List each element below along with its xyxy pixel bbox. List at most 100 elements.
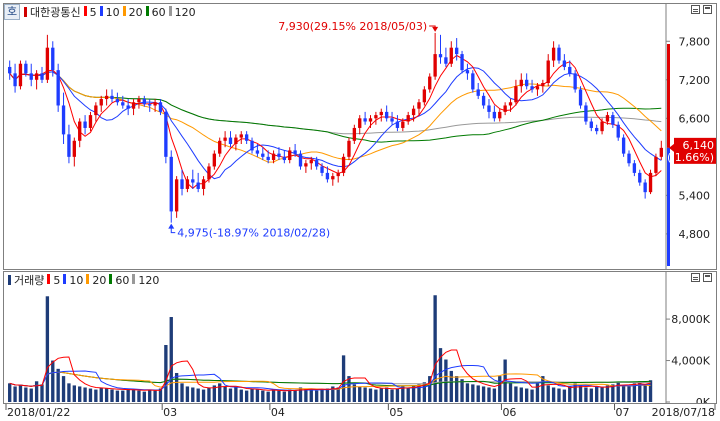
volume-bar (8, 383, 12, 402)
candle-body (83, 121, 87, 128)
volume-bar (196, 388, 200, 402)
volume-bar (121, 390, 125, 402)
volume-bar (444, 359, 448, 402)
volume-bar (320, 389, 324, 402)
pane-menu-icon[interactable] (691, 5, 700, 14)
volume-bar (352, 384, 357, 402)
volume-chart-svg[interactable]: 8,000K 4,000K 0K (4, 272, 716, 403)
price-chart-pane[interactable]: 호 대한광통신 5 10 20 60 120 7,800 7,200 6,600 5,400 4… (3, 3, 717, 270)
volume-bar (498, 376, 502, 402)
candle-body (643, 182, 647, 193)
volume-bar (347, 376, 351, 402)
volume-ma-label[interactable]: 60 (115, 273, 130, 287)
volume-bar (578, 385, 583, 402)
volume-bar (169, 317, 173, 402)
candle-body (336, 172, 340, 177)
candle-body (131, 102, 136, 109)
price-ma-label[interactable]: 5 (89, 5, 97, 19)
candle-body (422, 89, 427, 103)
volume-bar (239, 389, 243, 402)
candle-body (605, 115, 610, 122)
candle-body (508, 102, 513, 106)
volume-bar (67, 383, 71, 402)
volume-tick-label: 0K (696, 396, 711, 403)
candle-body (648, 172, 653, 193)
candle-body (363, 118, 367, 122)
volume-bar (638, 381, 642, 402)
maximize-icon[interactable] (703, 5, 712, 14)
price-ma-swatch (122, 5, 126, 16)
volume-bar (148, 389, 152, 402)
candle-body (67, 134, 71, 157)
candle-body (616, 124, 620, 138)
candle-body (492, 111, 497, 119)
volume-bar (411, 385, 416, 402)
volume-chart-pane[interactable]: 거래량 5 10 20 60 120 8,000K 4,000K 0K (3, 271, 717, 404)
candle-body (88, 115, 93, 128)
candle-body (158, 102, 163, 112)
volume-bar (530, 389, 534, 402)
candle-body (304, 163, 308, 167)
low-annotation-label: 4,975(-18.97% 2018/02/28) (177, 227, 330, 240)
price-tick-label: 5,400 (679, 189, 711, 202)
volume-bar (180, 383, 184, 402)
volume-bar (422, 382, 427, 402)
candle-body (148, 104, 152, 106)
candle-body (18, 63, 23, 87)
candle-body (29, 73, 33, 80)
volume-bar (142, 391, 146, 402)
volume-pane-controls (691, 273, 712, 282)
candle-body (411, 108, 416, 116)
price-ma-label[interactable]: 10 (105, 5, 120, 19)
candle-body (438, 54, 443, 58)
volume-bar (282, 391, 287, 402)
date-tick-label: 05 (389, 406, 403, 419)
volume-bar (557, 388, 561, 402)
volume-bar (541, 376, 545, 402)
volume-bar (153, 390, 157, 402)
volume-bar (298, 387, 303, 402)
price-ma-label[interactable]: 20 (128, 5, 143, 19)
candle-body (320, 166, 324, 173)
candle-body (277, 153, 281, 157)
volume-ma-label[interactable]: 10 (69, 273, 84, 287)
current-price-pointer (669, 143, 674, 152)
volume-ma-label[interactable]: 5 (53, 273, 61, 287)
volume-bar (648, 380, 653, 402)
volume-bar (600, 387, 604, 402)
volume-ma-label[interactable]: 120 (138, 273, 160, 287)
volume-bar (13, 386, 17, 402)
volume-ma-swatch (109, 273, 113, 284)
volume-ma10-line (9, 365, 651, 391)
candle-body (659, 147, 663, 157)
volume-ma-legend: 5 10 20 60 120 (47, 273, 160, 287)
candle-body (535, 86, 540, 90)
date-tick-label: 03 (163, 406, 177, 419)
candle-body (654, 156, 658, 173)
volume-bar (535, 383, 540, 402)
pane-menu-icon[interactable] (691, 273, 700, 282)
price-ma-label[interactable]: 60 (151, 5, 166, 19)
price-ma-label[interactable]: 120 (174, 5, 196, 19)
candle-body (384, 111, 389, 119)
maximize-icon[interactable] (703, 273, 712, 282)
volume-bar (293, 390, 297, 402)
volume-bar (368, 388, 373, 402)
legend-volume-name[interactable]: 거래량 (14, 274, 45, 287)
legend-stock-name[interactable]: 대한광통신 (30, 6, 81, 19)
volume-bar (325, 388, 330, 402)
price-chart-svg[interactable]: 7,800 7,200 6,600 5,400 4,800 7,930(29.15% 20… (4, 4, 716, 269)
candle-body (201, 179, 206, 189)
volume-bar (395, 388, 400, 402)
chart-settings-icon[interactable]: 호 (4, 4, 20, 20)
volume-legend: 거래량 5 10 20 60 120 (8, 273, 159, 287)
volume-bar (94, 389, 98, 402)
volume-ma-label[interactable]: 20 (92, 273, 107, 287)
volume-bar (519, 387, 523, 402)
volume-bar (207, 387, 211, 402)
candle-body (244, 134, 249, 141)
candle-body (541, 83, 545, 87)
price-ma-swatch (99, 5, 103, 16)
volume-bar (51, 360, 55, 402)
candle-body (61, 105, 66, 135)
